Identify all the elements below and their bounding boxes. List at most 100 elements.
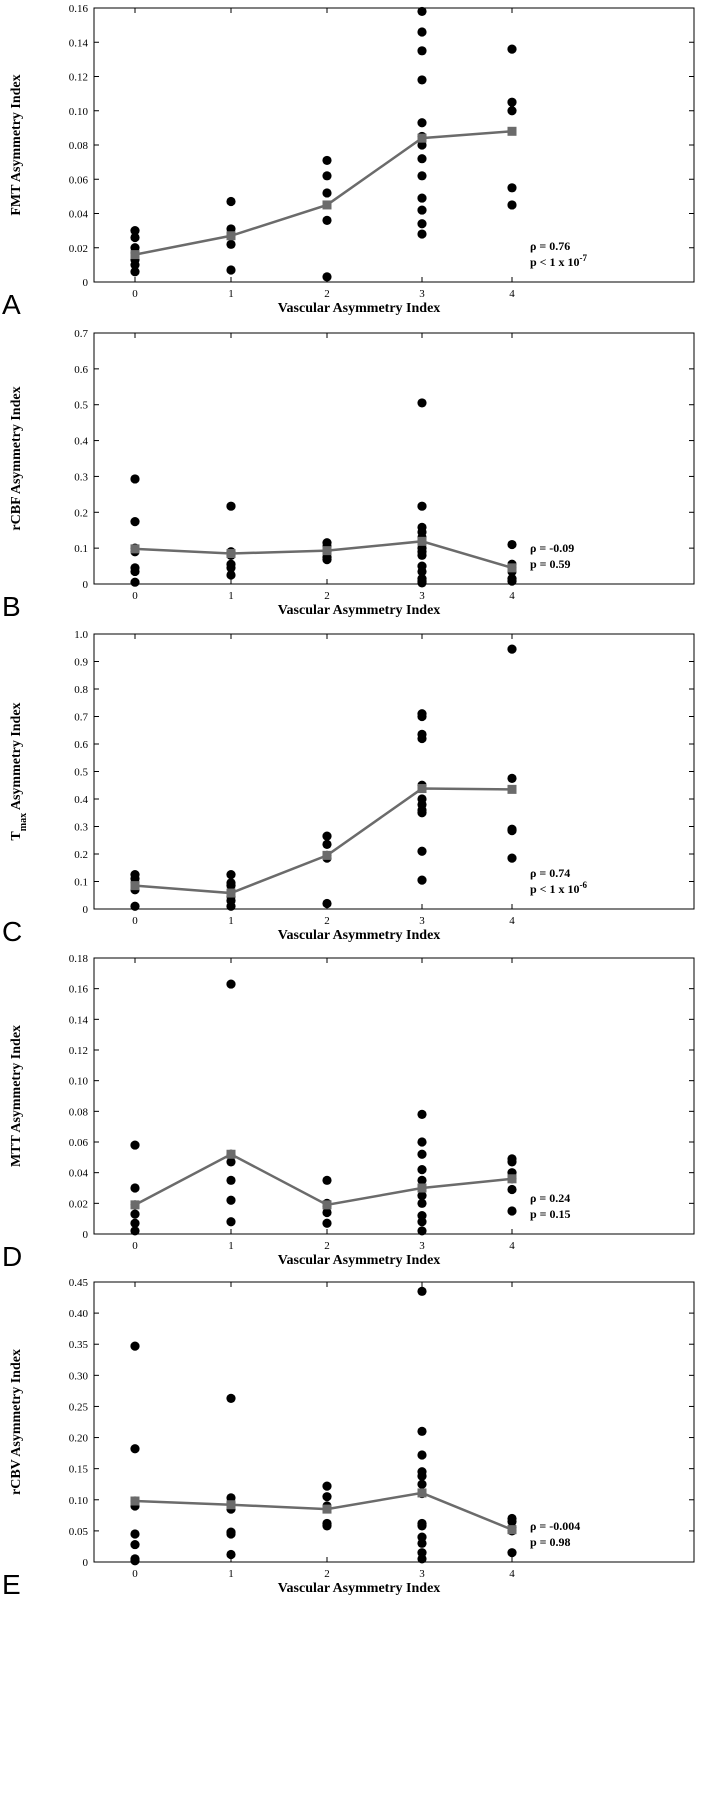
panel-letter: B	[2, 591, 21, 622]
data-point	[417, 1226, 427, 1236]
x-tick-label: 3	[419, 590, 425, 602]
y-tick-label: 0.35	[69, 1339, 89, 1351]
data-point	[417, 398, 427, 408]
mean-marker	[322, 1200, 332, 1210]
mean-marker	[507, 126, 517, 136]
data-point	[130, 1209, 140, 1219]
data-point	[417, 1175, 427, 1185]
data-point	[130, 1183, 140, 1193]
mean-marker	[507, 563, 517, 573]
x-tick-label: 3	[419, 288, 425, 300]
plot-frame	[93, 332, 695, 585]
stat-p-text: p = 0.15	[530, 1207, 571, 1221]
mean-marker	[130, 881, 140, 891]
y-tick-label: 0.5	[74, 767, 88, 779]
plot-frame	[93, 957, 695, 1235]
mean-marker	[226, 549, 236, 559]
stat-p: p = 0.15	[530, 1207, 571, 1221]
data-point	[322, 188, 332, 198]
mean-marker	[417, 133, 427, 143]
stat-p: p = 0.59	[530, 557, 571, 571]
data-point	[417, 1217, 427, 1227]
data-point	[417, 1165, 427, 1175]
stat-p-text: p < 1 x 10	[530, 882, 580, 896]
data-point	[226, 870, 236, 880]
data-point	[130, 1218, 140, 1228]
data-point	[417, 140, 427, 150]
x-axis-label: Vascular Asymmetry Index	[278, 301, 441, 316]
x-tick-label: 1	[228, 1568, 234, 1580]
stat-p: p = 0.98	[530, 1535, 571, 1549]
stat-p-text: p = 0.59	[530, 557, 571, 571]
data-point	[507, 44, 517, 54]
y-tick-label: 0.2	[74, 507, 88, 519]
y-tick-label: 0.10	[69, 106, 89, 118]
data-point	[322, 1481, 332, 1491]
mean-marker	[130, 1496, 140, 1506]
x-tick-label: 2	[324, 915, 330, 927]
data-point	[417, 875, 427, 885]
mean-marker	[322, 200, 332, 210]
panel-letter: C	[2, 916, 22, 947]
x-axis-label: Vascular Asymmetry Index	[278, 1581, 441, 1596]
y-axis-label-subscript: max	[18, 813, 29, 831]
data-point	[507, 853, 517, 863]
plot-frame	[93, 1281, 695, 1563]
data-point	[130, 566, 140, 577]
data-point	[417, 1109, 427, 1119]
data-point	[507, 200, 517, 210]
x-tick-label: 3	[419, 915, 425, 927]
data-point	[507, 106, 517, 116]
data-point	[322, 1175, 332, 1185]
data-point	[417, 501, 427, 511]
x-tick-label: 2	[324, 1240, 330, 1252]
data-point	[226, 1549, 236, 1560]
data-point	[226, 901, 236, 911]
data-point	[417, 1426, 427, 1436]
y-tick-label: 0.14	[69, 37, 89, 49]
mean-marker	[417, 784, 427, 794]
stat-rho: ρ = 0.24	[530, 1191, 570, 1205]
y-tick-label: 1.0	[74, 629, 88, 641]
stat-p-exponent: -7	[580, 253, 588, 263]
mean-marker	[507, 1174, 517, 1184]
x-tick-label: 0	[132, 1568, 138, 1580]
y-tick-label: 0.5	[74, 400, 88, 412]
data-point	[226, 570, 236, 580]
data-point	[322, 1218, 332, 1228]
mean-marker	[130, 250, 140, 260]
y-axis-label: MTT Asymmetry Index	[9, 1025, 24, 1167]
stat-rho: ρ = 0.76	[530, 239, 570, 253]
y-tick-label: 0.1	[74, 877, 88, 889]
data-point	[417, 1521, 427, 1531]
stat-p: p < 1 x 10-7	[530, 253, 588, 269]
y-tick-label: 0.3	[74, 471, 88, 483]
data-point	[417, 205, 427, 215]
x-tick-label: 2	[324, 1568, 330, 1580]
data-point	[130, 901, 140, 911]
data-point	[130, 1539, 140, 1550]
data-point	[226, 1529, 236, 1539]
y-tick-label: 0.45	[69, 1277, 89, 1289]
x-tick-label: 2	[324, 590, 330, 602]
stat-rho: ρ = -0.004	[530, 1519, 580, 1533]
y-tick-label: 0.10	[69, 1495, 89, 1507]
data-point	[507, 576, 517, 586]
data-point	[130, 232, 140, 243]
data-point	[417, 566, 427, 577]
panel-letter: E	[2, 1569, 21, 1600]
y-tick-label: 0.2	[74, 849, 88, 861]
stat-p-text: p = 0.98	[530, 1535, 571, 1549]
data-point	[322, 1207, 332, 1218]
mean-marker	[226, 888, 236, 898]
data-point	[507, 773, 517, 783]
data-point	[130, 260, 140, 270]
data-point	[507, 1206, 517, 1216]
y-tick-label: 0.04	[69, 209, 89, 221]
data-point	[417, 6, 427, 17]
y-tick-label: 0.12	[69, 1045, 88, 1057]
data-point	[322, 171, 332, 181]
stat-rho: ρ = -0.09	[530, 541, 574, 555]
